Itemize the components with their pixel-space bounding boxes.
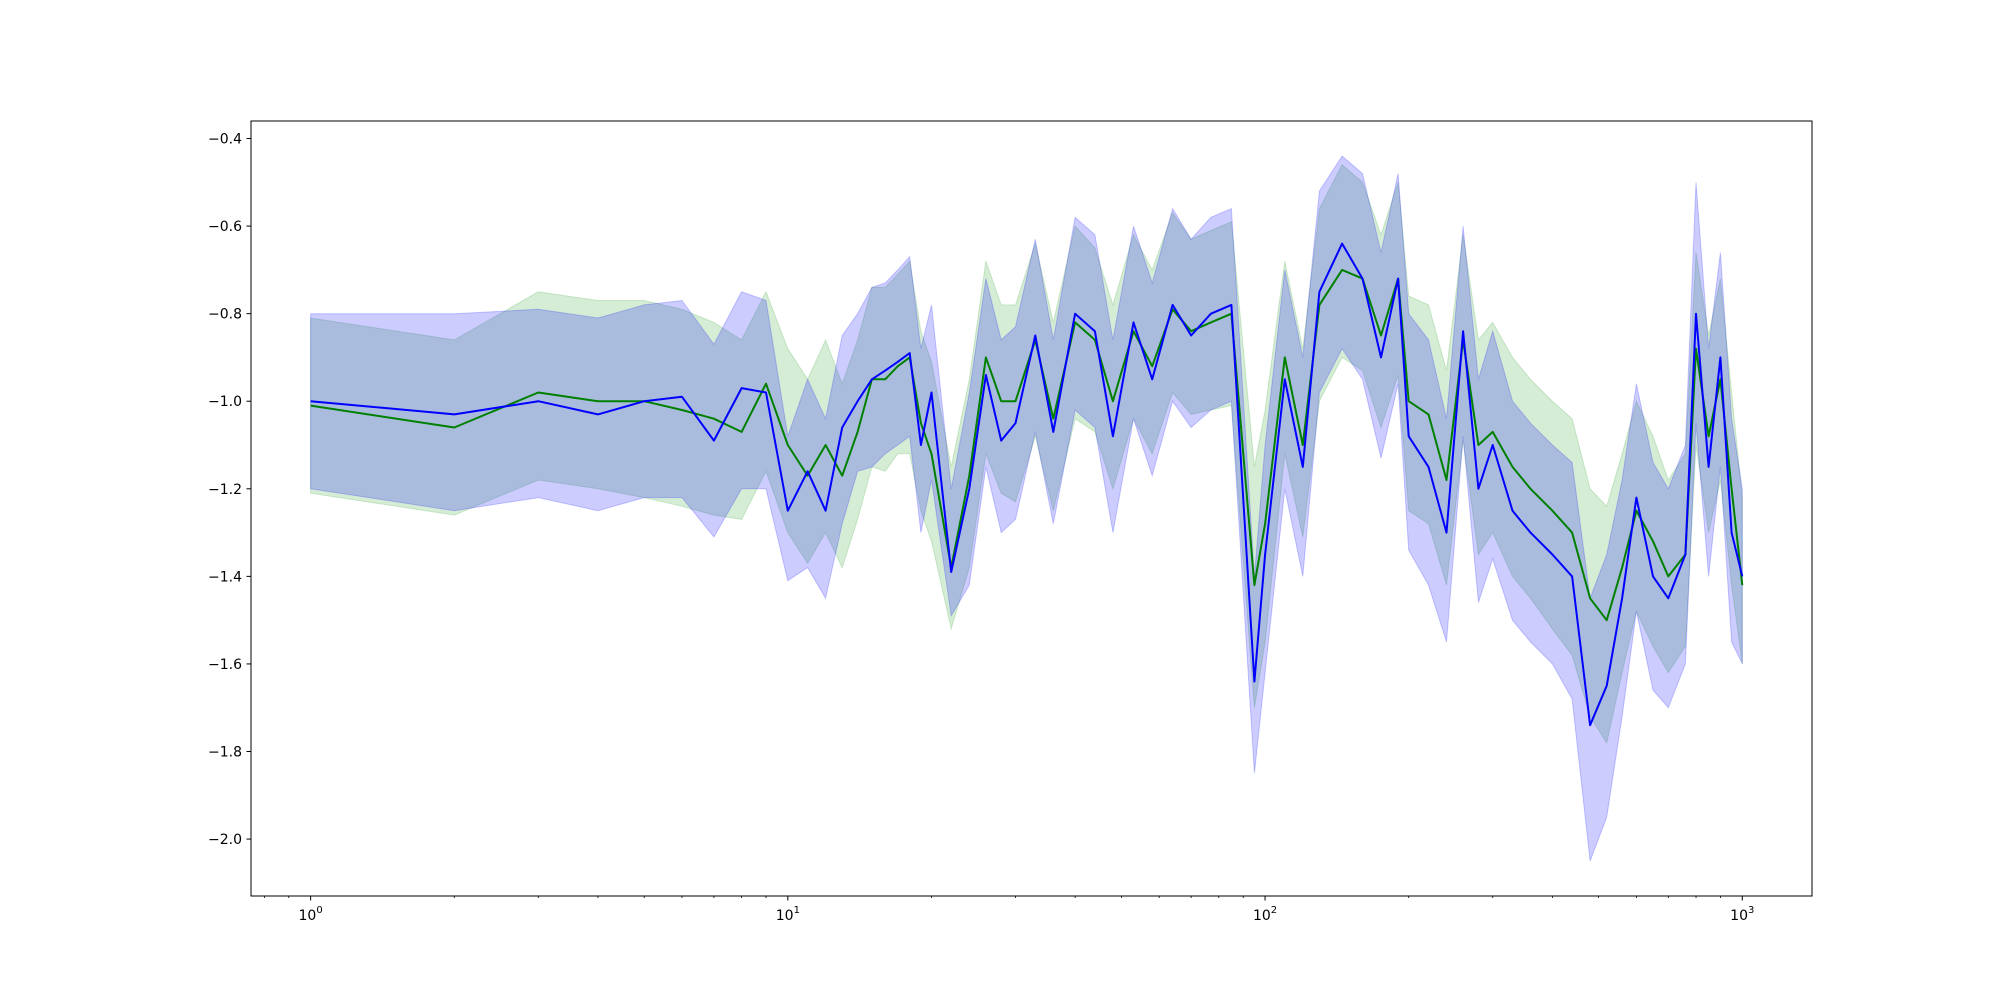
y-tick-label: −0.4 [208,132,242,148]
x-axis: 100 101 102 103 [263,896,1754,924]
y-tick-label: −1.2 [208,482,242,498]
y-tick-label: −1.8 [208,745,242,761]
y-tick-label: −2.0 [208,832,242,848]
confidence-bands [310,155,1743,862]
x-tick-label: 101 [776,905,800,924]
x-tick-label: 103 [1730,905,1754,924]
x-tick-label: 102 [1253,905,1277,924]
y-tick-label: −0.8 [208,307,242,323]
y-axis: −0.4 −0.6 −0.8 −1.0 −1.2 −1.4 −1.6 −1.8 −2.0 [208,132,251,848]
line-series-1 [310,268,1744,622]
band-series-1 [310,164,1743,745]
band-series-2 [310,155,1743,862]
y-tick-label: −1.4 [208,569,242,585]
plot-area [251,121,1812,896]
x-tick-label: 100 [299,905,323,924]
plot-frame [250,120,1813,897]
y-tick-label: −1.6 [208,657,242,673]
y-tick-label: −0.6 [208,219,242,235]
y-tick-label: −1.0 [208,394,242,410]
series-lines [310,242,1744,727]
line-series-2 [310,242,1744,727]
